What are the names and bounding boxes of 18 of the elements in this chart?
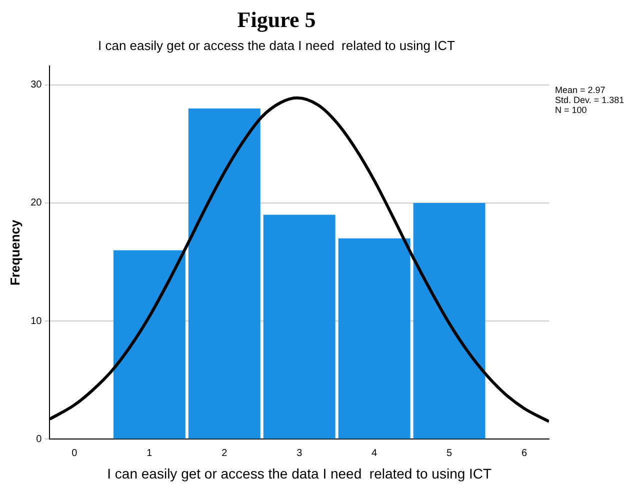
x-axis-title: I can easily get or access the data I need related to using ICT: [107, 465, 492, 482]
x-tick-label: 2: [222, 448, 228, 459]
y-tick-label: 10: [30, 316, 42, 327]
x-tick-label: 4: [372, 448, 378, 459]
x-tick-label: 3: [296, 448, 303, 459]
x-tick-label: 0: [72, 448, 78, 459]
y-tick-label: 0: [36, 434, 42, 445]
x-tick-label: 6: [521, 448, 528, 459]
chart-title: Figure 5: [237, 6, 316, 32]
x-tick-label: 5: [446, 448, 453, 459]
text: Mean = 2.97: [555, 84, 606, 95]
x-tick-label: 1: [146, 448, 153, 459]
text: Std. Dev. = 1.381: [555, 94, 624, 105]
y-tick-label: 30: [30, 80, 42, 91]
y-axis-title: Frequency: [7, 218, 22, 286]
text: N = 100: [555, 104, 587, 115]
chart-subtitle: I can easily get or access the data I need related to using ICT: [98, 38, 456, 53]
y-tick-label: 20: [30, 198, 42, 209]
